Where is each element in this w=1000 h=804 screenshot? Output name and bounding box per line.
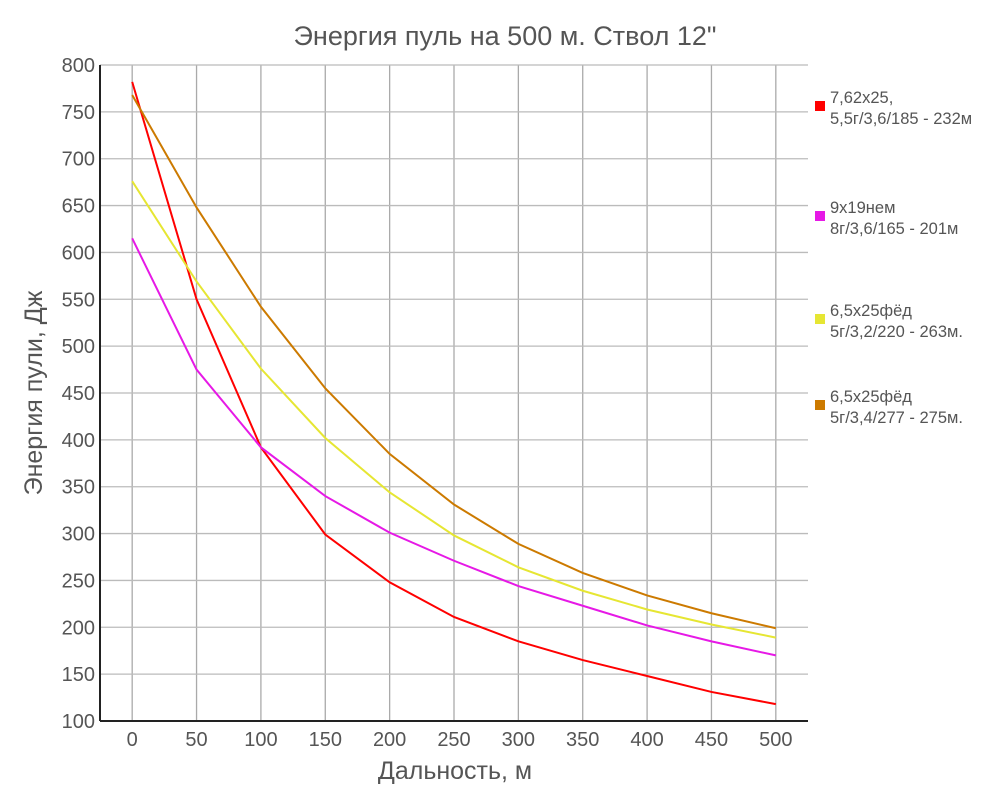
x-tick-label: 150 [309, 729, 342, 751]
x-tick-label: 200 [373, 729, 406, 751]
legend-swatch [815, 400, 825, 410]
y-axis-label: Энергия пули, Дж [20, 290, 48, 495]
series-line [131, 94, 777, 630]
y-tick-label: 100 [62, 711, 95, 733]
y-tick-label: 650 [62, 196, 95, 218]
y-tick-label: 500 [62, 336, 95, 358]
legend-swatch [815, 101, 825, 111]
y-tick-label: 200 [62, 617, 95, 639]
x-tick-label: 0 [127, 729, 138, 751]
x-tick-label: 250 [437, 729, 470, 751]
chart-title: Энергия пуль на 500 м. Ствол 12" [294, 21, 717, 51]
y-tick-label: 150 [62, 664, 95, 686]
series-line [131, 81, 777, 706]
axes [99, 65, 808, 722]
x-tick-label: 50 [185, 729, 207, 751]
y-tick-label: 450 [62, 383, 95, 405]
legend-label: 9x19нем [830, 199, 895, 217]
legend-label: 5г/3,2/220 - 263м. [830, 323, 963, 341]
y-tick-label: 550 [62, 289, 95, 311]
legend-swatch [815, 211, 825, 221]
x-tick-label: 100 [244, 729, 277, 751]
tick-labels: 0 50 100 150 200 250 300 350 400 450 500 100 150 200 2… [62, 55, 793, 751]
y-tick-label: 250 [62, 570, 95, 592]
y-tick-label: 750 [62, 102, 95, 124]
y-tick-label: 800 [62, 55, 95, 77]
x-axis-label: Дальность, м [378, 757, 532, 785]
y-tick-label: 400 [62, 430, 95, 452]
legend-label: 7,62x25, [830, 89, 893, 107]
legend-label: 8г/3,6/165 - 201м [830, 220, 958, 238]
series-line [131, 237, 777, 657]
y-tick-label: 600 [62, 242, 95, 264]
legend-label: 5,5г/3,6/185 - 232м [830, 110, 972, 128]
legend-label: 6,5x25фёд [830, 302, 912, 320]
y-tick-label: 300 [62, 524, 95, 546]
y-tick-label: 350 [62, 477, 95, 499]
x-tick-label: 500 [759, 729, 792, 751]
x-tick-label: 400 [630, 729, 663, 751]
y-tick-label: 700 [62, 149, 95, 171]
series-lines [131, 81, 777, 706]
legend: 7,62x25, 5,5г/3,6/185 - 232м 9x19нем 8г/3,6… [815, 89, 972, 427]
legend-label: 5г/3,4/277 - 275м. [830, 409, 963, 427]
x-tick-label: 450 [695, 729, 728, 751]
x-tick-label: 350 [566, 729, 599, 751]
legend-swatch [815, 314, 825, 324]
legend-label: 6,5x25фёд [830, 388, 912, 406]
series-line [131, 180, 777, 639]
x-tick-label: 300 [502, 729, 535, 751]
